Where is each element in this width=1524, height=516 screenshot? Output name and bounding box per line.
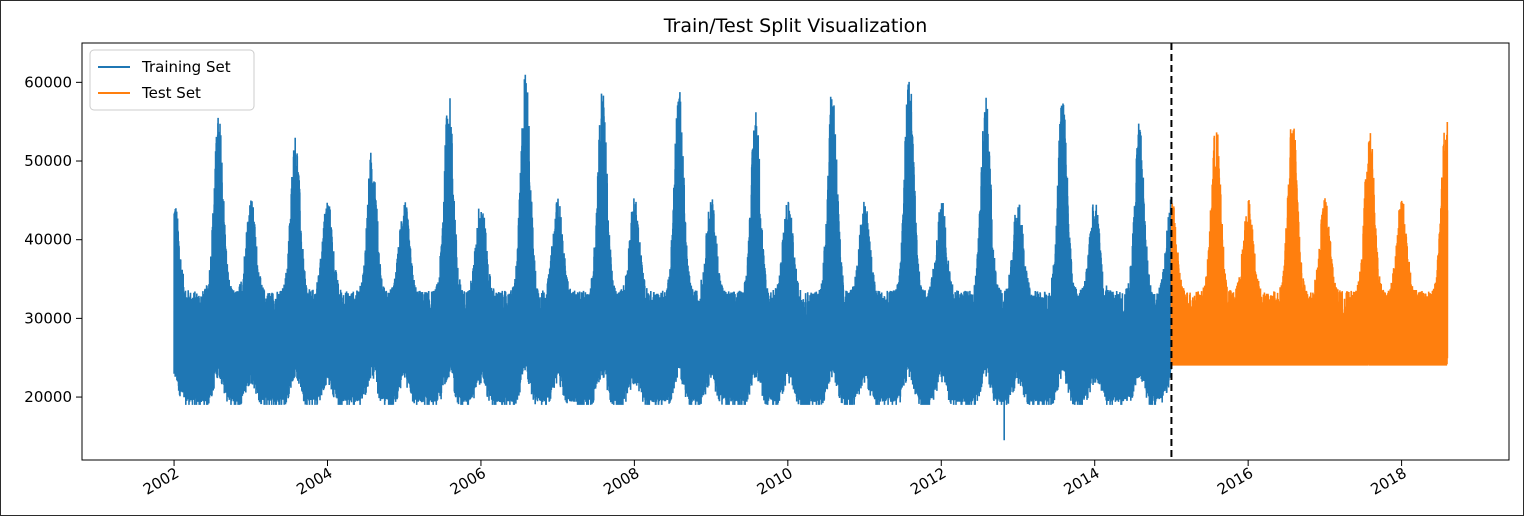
legend-label: Test Set [141, 84, 201, 102]
x-tick-label: 2002 [140, 464, 182, 499]
plot-frame [81, 42, 1510, 461]
y-axis: 20000 30000 40000 50000 60000 [24, 73, 82, 406]
x-tick-label: 2014 [1061, 464, 1103, 499]
legend: Training Set Test Set [89, 49, 255, 111]
x-axis: 2002 2004 2006 2008 2010 2012 2014 2016 2018 [140, 460, 1410, 499]
y-tick-label: 60000 [24, 73, 72, 91]
y-tick-label: 30000 [24, 309, 72, 327]
x-tick-label: 2008 [600, 464, 642, 499]
x-tick-label: 2012 [907, 464, 949, 499]
y-tick-label: 50000 [24, 152, 72, 170]
y-tick-label: 40000 [24, 231, 72, 249]
x-tick-label: 2018 [1368, 464, 1410, 499]
plot-area [81, 42, 1510, 461]
series-line-training-set [173, 74, 1173, 441]
legend-label: Training Set [141, 58, 231, 76]
chart-title: Train/Test Split Visualization [663, 15, 928, 37]
y-tick-label: 20000 [24, 388, 72, 406]
x-tick-label: 2006 [447, 464, 489, 499]
x-tick-label: 2004 [293, 464, 335, 499]
x-tick-label: 2016 [1214, 464, 1256, 499]
x-tick-label: 2010 [754, 464, 796, 499]
series-line-test-set [1170, 121, 1449, 366]
legend-box [89, 49, 255, 111]
